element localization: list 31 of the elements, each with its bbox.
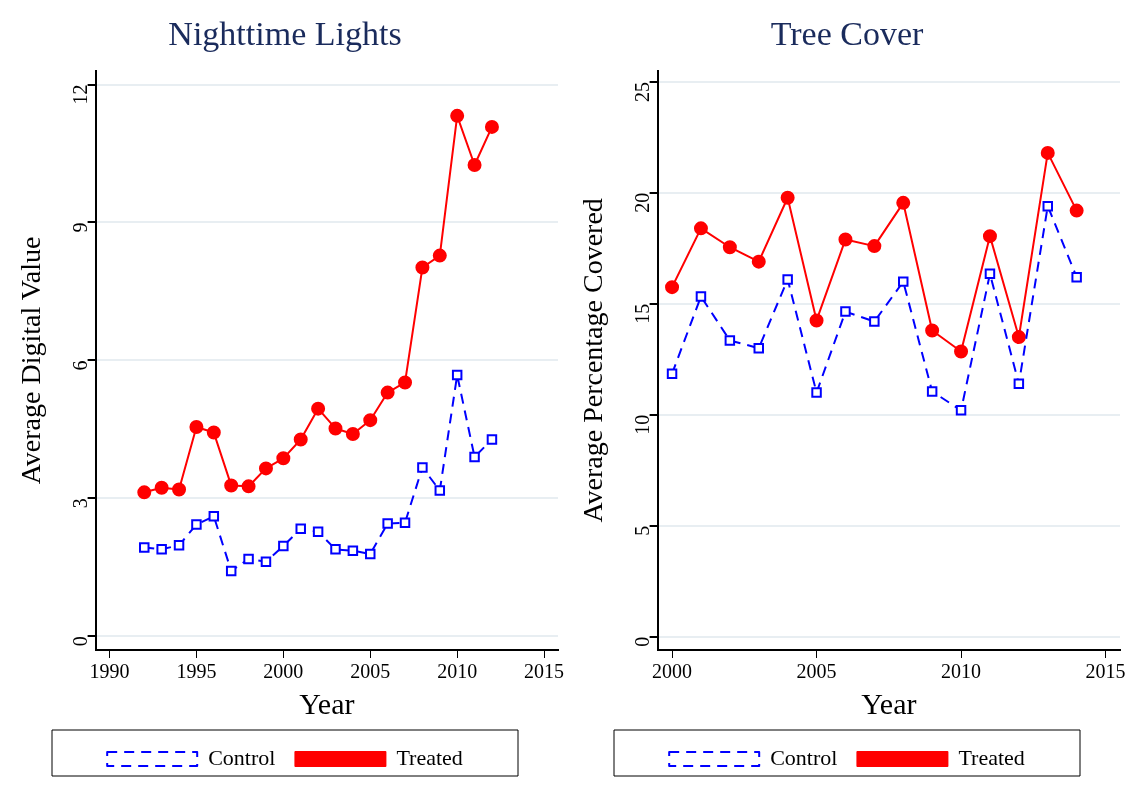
y-tick-label: 5 [630,525,653,536]
y-axis-title: Average Percentage Covered [577,198,609,523]
y-tick-label: 0 [630,636,653,647]
y-tick-label: 10 [630,414,653,435]
x-tick-label: 2010 [941,660,982,683]
x-tick-label: 2015 [1085,660,1126,683]
x-tick-label: 2000 [263,660,304,683]
x-tick-label: 1990 [89,660,130,683]
legend-label: Control [770,744,838,770]
y-tick-label: 20 [630,192,653,213]
legend-label: Treated [958,744,1025,770]
x-axis-title: Year [861,686,917,720]
legend-label: Control [208,744,276,770]
y-tick-label: 0 [68,636,91,647]
chart-title: Nighttime Lights [168,15,402,53]
x-tick-label: 2005 [796,660,837,683]
x-axis-title: Year [299,686,355,720]
x-tick-label: 2005 [350,660,391,683]
x-tick-label: 1995 [176,660,217,683]
y-tick-label: 25 [630,81,653,102]
y-tick-label: 12 [68,84,91,105]
y-tick-label: 15 [630,303,653,324]
y-axis-title: Average Digital Value [15,236,47,485]
chart-title: Tree Cover [770,15,925,53]
x-tick-label: 2010 [437,660,478,683]
y-tick-label: 9 [68,222,91,233]
x-tick-label: 2000 [652,660,693,683]
x-tick-label: 2015 [524,660,565,683]
legend-label: Treated [396,744,463,770]
y-tick-label: 3 [68,498,91,509]
y-tick-label: 6 [68,360,91,371]
